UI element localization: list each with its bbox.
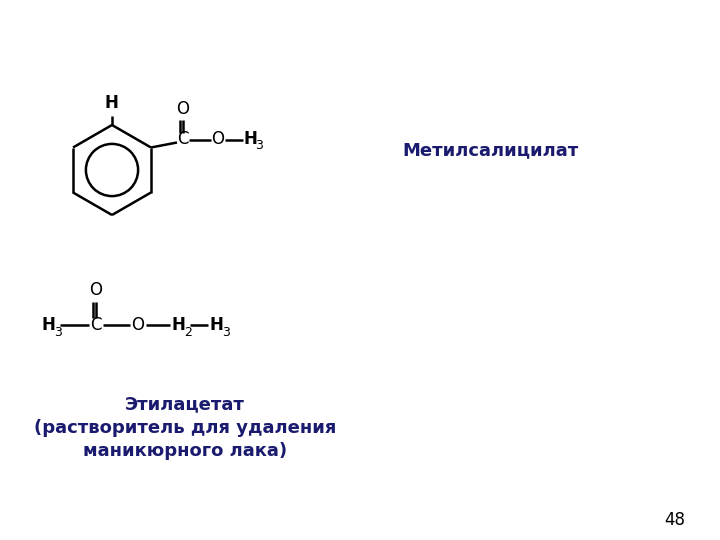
Text: Этилацетат
(растворитель для удаления
маникюрного лака): Этилацетат (растворитель для удаления ма…: [34, 395, 336, 460]
Text: H: H: [209, 316, 223, 334]
Text: O: O: [212, 131, 225, 149]
Text: O: O: [89, 281, 102, 299]
Text: 3: 3: [222, 326, 230, 339]
Text: C: C: [177, 131, 189, 149]
Text: C: C: [90, 316, 102, 334]
Text: O: O: [176, 99, 189, 118]
Text: H: H: [41, 316, 55, 334]
Text: H: H: [243, 131, 257, 149]
Text: 48: 48: [665, 511, 685, 529]
Text: 3: 3: [255, 139, 263, 152]
Text: 2: 2: [184, 326, 192, 339]
Text: Метилсалицилат: Метилсалицилат: [402, 141, 578, 159]
Text: O: O: [132, 316, 145, 334]
Text: 3: 3: [54, 326, 62, 339]
Text: H: H: [104, 94, 118, 112]
Text: H: H: [171, 316, 185, 334]
